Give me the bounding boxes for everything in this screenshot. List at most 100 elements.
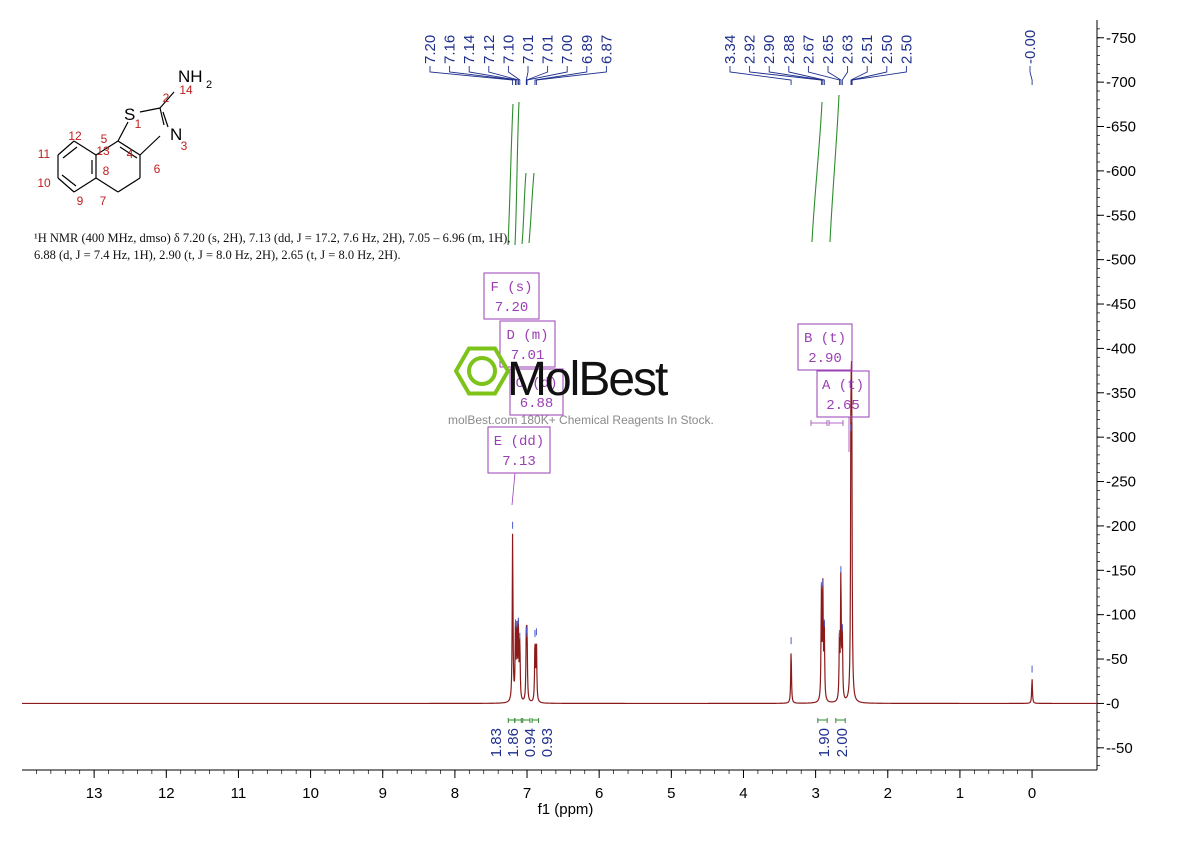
multiplet-label: B (t) xyxy=(804,331,846,347)
peak-label-leader xyxy=(788,66,825,85)
atom-nh2: NH xyxy=(178,67,203,86)
bond xyxy=(61,174,77,187)
multiplet-box xyxy=(797,323,853,371)
multiplet-box xyxy=(487,426,551,474)
peak-label: 2.51 xyxy=(859,35,876,64)
peak-label-leader xyxy=(827,66,842,85)
peak-label: 7.16 xyxy=(442,35,459,64)
integrals: 1.83 1.86 0.94 0.93 1.90 2.00 xyxy=(488,94,851,757)
multiplet-label: A (t) xyxy=(822,378,864,394)
peak-label-leader xyxy=(729,66,792,85)
atom-number: 4 xyxy=(127,147,134,161)
spectrum-line xyxy=(22,361,1097,705)
multiplet-box xyxy=(483,272,540,320)
peak-label: 6.87 xyxy=(598,35,615,64)
multiplet-value: 7.01 xyxy=(511,348,545,364)
multiplet-range xyxy=(810,420,844,426)
peak-label: 3.34 xyxy=(722,35,739,64)
peak-label: 2.92 xyxy=(742,35,759,64)
spectrum xyxy=(22,361,1097,705)
atom-number: 2 xyxy=(163,91,170,105)
axes: 13 12 11 10 9 8 7 6 5 4 3 2 1 0f1 (ppm)-750-700-650-6… xyxy=(22,20,1136,818)
peak-label-leader xyxy=(850,66,868,85)
peak-label: 7.20 xyxy=(422,35,439,64)
peak-label-leader xyxy=(526,66,568,85)
peak-label-leader xyxy=(534,66,588,85)
integral-curve xyxy=(514,101,520,246)
peak-labels: 7.20 7.16 7.14 7.12 7.10 7.01 7.01 7.00 6.89 6.87… xyxy=(422,30,1039,85)
y-tick-label: -700 xyxy=(1106,74,1136,91)
atom-number: 12 xyxy=(68,129,82,143)
peak-label-leader xyxy=(807,66,840,85)
integral-curve xyxy=(521,172,527,245)
y-tick-label: -100 xyxy=(1106,607,1136,624)
atom-number: 5 xyxy=(101,132,108,146)
y-tick-label: -600 xyxy=(1106,163,1136,180)
peak-label: 2.63 xyxy=(840,35,857,64)
bond xyxy=(73,140,97,156)
peak-label: 7.12 xyxy=(481,35,498,64)
peak-label-leader xyxy=(507,66,521,85)
integral-bracket xyxy=(817,718,828,723)
atom-s: S xyxy=(124,105,135,124)
multiplet-label: C (d) xyxy=(515,376,557,392)
multiplet-label: D (m) xyxy=(506,328,548,344)
y-tick-label: -0 xyxy=(1106,695,1119,712)
x-tick-label: 6 xyxy=(595,785,603,802)
x-tick-label: 1 xyxy=(956,785,964,802)
y-tick-label: -50 xyxy=(1106,651,1128,668)
multiplet-value: 7.13 xyxy=(502,454,536,470)
bond xyxy=(139,107,161,113)
peak-label: 2.88 xyxy=(781,35,798,64)
atom-number: 1 xyxy=(135,117,142,131)
y-tick-label: -200 xyxy=(1106,518,1136,535)
integral-curve xyxy=(829,94,840,243)
integral-value: 1.83 xyxy=(488,728,505,757)
peak-label: 2.67 xyxy=(800,35,817,64)
atom-number: 8 xyxy=(103,164,110,178)
y-tick-label: -150 xyxy=(1106,562,1136,579)
bond xyxy=(139,135,161,156)
multiplet-label: F (s) xyxy=(490,280,532,296)
bond xyxy=(159,107,165,126)
atom-nh2-subscript: 2 xyxy=(206,79,212,91)
x-tick-label: 13 xyxy=(86,785,103,802)
multiplet-connector xyxy=(511,472,516,506)
multiplet-box xyxy=(509,368,564,416)
multiplet-box xyxy=(499,320,556,368)
peak-label-leader xyxy=(429,66,514,85)
integral-bracket xyxy=(531,718,540,723)
x-tick-label: 4 xyxy=(739,785,747,802)
molbest-logo-text: MolBest xyxy=(507,353,668,406)
y-tick-label: -450 xyxy=(1106,296,1136,313)
y-tick-label: -350 xyxy=(1106,385,1136,402)
y-tick-label: --50 xyxy=(1106,740,1133,757)
peak-label: 2.50 xyxy=(898,35,915,64)
peak-label: 7.01 xyxy=(520,35,537,64)
multiplet-boxes: F (s) 7.20 D (m) 7.01 C (d) 6.88 E (dd) 7.13 B (… xyxy=(483,272,870,506)
molbest-logo-icon xyxy=(453,346,511,396)
nmr-description-line-2: 6.88 (d, J = 7.4 Hz, 1H), 2.90 (t, J = 8… xyxy=(34,248,401,262)
watermark-tagline: molBest.com 180K+ Chemical Reagents In S… xyxy=(448,413,714,427)
integral-bracket xyxy=(522,718,531,723)
peak-label-leader xyxy=(768,66,824,85)
atom-number: 14 xyxy=(179,83,193,97)
y-tick-label: -500 xyxy=(1106,252,1136,269)
multiplet-value: 2.90 xyxy=(808,351,842,367)
x-tick-label: 7 xyxy=(523,785,531,802)
y-tick-label: -250 xyxy=(1106,474,1136,491)
peak-label-leader xyxy=(526,66,549,85)
watermark-logo: MolBest xyxy=(453,346,670,406)
atom-number: 6 xyxy=(154,162,161,176)
x-tick-label: 12 xyxy=(158,785,175,802)
integral-value: 1.86 xyxy=(505,728,522,757)
peak-label: 7.00 xyxy=(559,35,576,64)
integral-value: 2.00 xyxy=(834,728,851,757)
bond xyxy=(95,140,119,156)
multiplet-value: 7.20 xyxy=(495,300,529,316)
peak-label-leader xyxy=(468,66,518,85)
x-tick-label: 5 xyxy=(667,785,675,802)
bond xyxy=(95,177,119,193)
x-tick-label: 8 xyxy=(451,785,459,802)
bond xyxy=(159,91,175,109)
